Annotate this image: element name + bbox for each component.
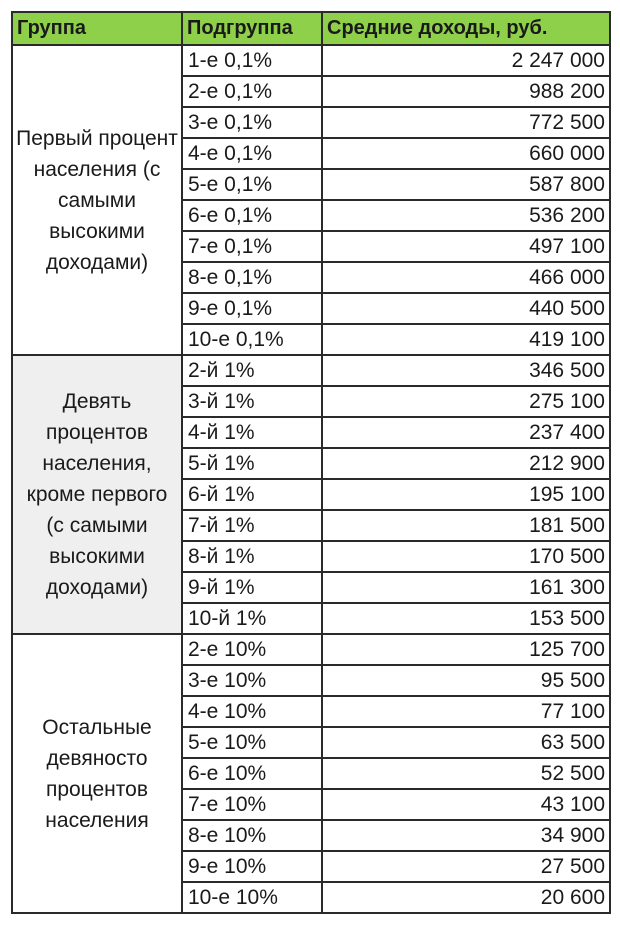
table-row: Остальные девяносто процентов населения 2… xyxy=(11,633,611,914)
subgroup-cell: 5-й 1% xyxy=(181,447,323,480)
table-row: 10-е 10% 20 600 xyxy=(12,881,611,914)
subgroup-cell: 10-е 10% xyxy=(181,881,323,914)
subgroup-cell: 9-е 0,1% xyxy=(181,292,323,325)
subgroup-cell: 1-е 0,1% xyxy=(181,44,323,77)
table-row: 10-е 0,1% 419 100 xyxy=(12,323,611,356)
income-table: Группа Подгруппа Средние доходы, руб. Пе… xyxy=(11,11,611,914)
income-value-cell: 27 500 xyxy=(321,850,611,883)
table-row: 5-й 1% 212 900 xyxy=(12,447,611,480)
subgroup-cell: 3-е 10% xyxy=(181,664,323,697)
table-row: 3-е 0,1% 772 500 xyxy=(12,106,611,139)
table-row: 6-е 0,1% 536 200 xyxy=(12,199,611,232)
table-row: 5-е 0,1% 587 800 xyxy=(12,168,611,201)
income-value-cell: 419 100 xyxy=(321,323,611,356)
table-row: 6-й 1% 195 100 xyxy=(12,478,611,511)
subgroup-cell: 6-й 1% xyxy=(181,478,323,511)
income-value-cell: 20 600 xyxy=(321,881,611,914)
income-value-cell: 237 400 xyxy=(321,416,611,449)
income-value-cell: 181 500 xyxy=(321,509,611,542)
income-value-cell: 275 100 xyxy=(321,385,611,418)
income-value-cell: 346 500 xyxy=(321,354,611,387)
income-value-cell: 988 200 xyxy=(321,75,611,108)
income-value-cell: 170 500 xyxy=(321,540,611,573)
subgroup-cell: 8-е 10% xyxy=(181,819,323,852)
table-body: Первый процент населения (с самыми высок… xyxy=(11,44,611,914)
subgroup-cell: 10-й 1% xyxy=(181,602,323,635)
income-value-cell: 34 900 xyxy=(321,819,611,852)
income-value-cell: 63 500 xyxy=(321,726,611,759)
subgroup-cell: 9-е 10% xyxy=(181,850,323,883)
subgroup-cell: 2-й 1% xyxy=(181,354,323,387)
table-header-row: Группа Подгруппа Средние доходы, руб. xyxy=(11,11,611,46)
income-value-cell: 536 200 xyxy=(321,199,611,232)
table-row: 8-й 1% 170 500 xyxy=(12,540,611,573)
income-value-cell: 125 700 xyxy=(321,633,611,666)
subgroup-cell: 3-е 0,1% xyxy=(181,106,323,139)
income-value-cell: 772 500 xyxy=(321,106,611,139)
header-income: Средние доходы, руб. xyxy=(321,11,611,46)
subgroup-cell: 7-й 1% xyxy=(181,509,323,542)
group-cell: Девять процентов населения, кроме первог… xyxy=(11,354,183,635)
subgroup-cell: 8-е 0,1% xyxy=(181,261,323,294)
table-row: 4-е 10% 77 100 xyxy=(12,695,611,728)
table-row: 7-е 10% 43 100 xyxy=(12,788,611,821)
table-row: 4-й 1% 237 400 xyxy=(12,416,611,449)
income-value-cell: 497 100 xyxy=(321,230,611,263)
subgroup-cell: 8-й 1% xyxy=(181,540,323,573)
subgroup-cell: 5-е 10% xyxy=(181,726,323,759)
subgroup-cell: 7-е 0,1% xyxy=(181,230,323,263)
table-row: 9-е 10% 27 500 xyxy=(12,850,611,883)
subgroup-cell: 4-й 1% xyxy=(181,416,323,449)
header-subgroup: Подгруппа xyxy=(181,11,323,46)
income-value-cell: 52 500 xyxy=(321,757,611,790)
table-row: Девять процентов населения, кроме первог… xyxy=(11,354,611,635)
income-value-cell: 77 100 xyxy=(321,695,611,728)
table-row: 6-е 10% 52 500 xyxy=(12,757,611,790)
table-row: 7-й 1% 181 500 xyxy=(12,509,611,542)
income-value-cell: 161 300 xyxy=(321,571,611,604)
income-value-cell: 43 100 xyxy=(321,788,611,821)
subgroup-cell: 4-е 0,1% xyxy=(181,137,323,170)
subgroup-cell: 5-е 0,1% xyxy=(181,168,323,201)
income-value-cell: 466 000 xyxy=(321,261,611,294)
income-value-cell: 195 100 xyxy=(321,478,611,511)
subgroup-cell: 9-й 1% xyxy=(181,571,323,604)
income-value-cell: 212 900 xyxy=(321,447,611,480)
table-row: 3-й 1% 275 100 xyxy=(12,385,611,418)
income-value-cell: 660 000 xyxy=(321,137,611,170)
table-row: 3-е 10% 95 500 xyxy=(12,664,611,697)
income-value-cell: 153 500 xyxy=(321,602,611,635)
table-row: 8-е 10% 34 900 xyxy=(12,819,611,852)
income-value-cell: 2 247 000 xyxy=(321,44,611,77)
subgroup-cell: 6-е 0,1% xyxy=(181,199,323,232)
subgroup-cell: 4-е 10% xyxy=(181,695,323,728)
table-row: 10-й 1% 153 500 xyxy=(12,602,611,635)
income-value-cell: 95 500 xyxy=(321,664,611,697)
income-table-container: Группа Подгруппа Средние доходы, руб. Пе… xyxy=(11,11,611,914)
table-row: 5-е 10% 63 500 xyxy=(12,726,611,759)
group-cell: Остальные девяносто процентов населения xyxy=(11,633,183,914)
subgroup-cell: 3-й 1% xyxy=(181,385,323,418)
income-value-cell: 587 800 xyxy=(321,168,611,201)
subgroup-cell: 10-е 0,1% xyxy=(181,323,323,356)
table-row: 8-е 0,1% 466 000 xyxy=(12,261,611,294)
table-row: Первый процент населения (с самыми высок… xyxy=(11,44,611,356)
table-row: 2-е 0,1% 988 200 xyxy=(12,75,611,108)
subgroup-cell: 2-е 10% xyxy=(181,633,323,666)
subgroup-cell: 2-е 0,1% xyxy=(181,75,323,108)
table-row: 7-е 0,1% 497 100 xyxy=(12,230,611,263)
income-value-cell: 440 500 xyxy=(321,292,611,325)
table-row: 9-й 1% 161 300 xyxy=(12,571,611,604)
header-group: Группа xyxy=(11,11,183,46)
table-row: 4-е 0,1% 660 000 xyxy=(12,137,611,170)
subgroup-cell: 7-е 10% xyxy=(181,788,323,821)
table-row: 9-е 0,1% 440 500 xyxy=(12,292,611,325)
subgroup-cell: 6-е 10% xyxy=(181,757,323,790)
group-cell: Первый процент населения (с самыми высок… xyxy=(11,44,183,356)
